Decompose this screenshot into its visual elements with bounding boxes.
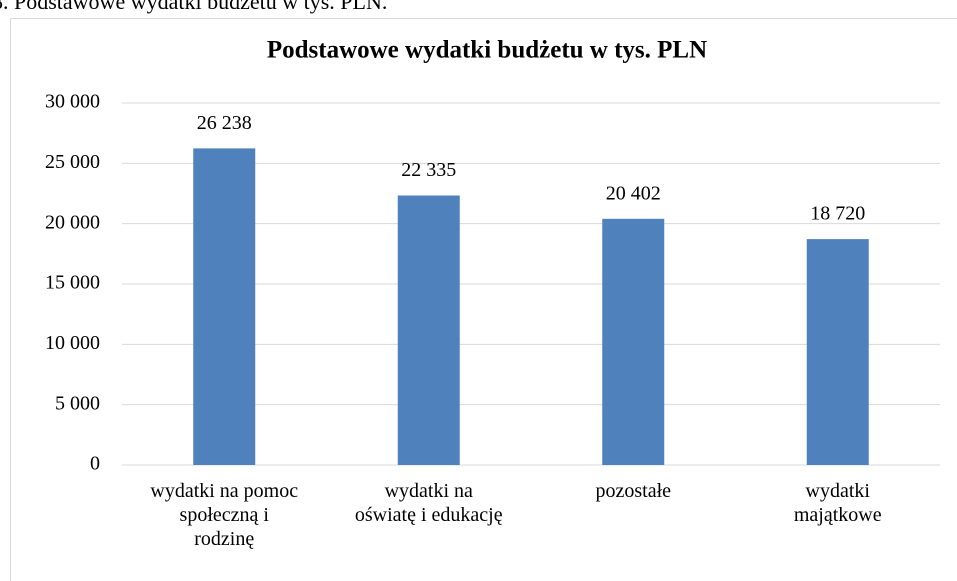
caption: 8. Podstawowe wydatki budżetu w tys. PLN… <box>0 0 387 14</box>
value-label: 22 335 <box>401 159 456 181</box>
value-label: 18 720 <box>810 203 865 225</box>
y-tick-label: 15 000 <box>45 272 100 294</box>
x-tick-label: wydatki na oświatę i edukację <box>354 480 503 526</box>
bar <box>193 148 256 465</box>
value-label: 20 402 <box>606 182 661 204</box>
x-tick-label: wydatki na pomoc społeczną i rodzinę <box>150 480 299 550</box>
y-tick-label: 0 <box>90 453 100 475</box>
value-label: 26 238 <box>197 112 252 134</box>
x-tick-label: pozostałe <box>595 480 672 502</box>
bar <box>806 239 869 465</box>
bar <box>602 218 665 465</box>
y-tick-label: 20 000 <box>45 211 100 233</box>
y-tick-label: 10 000 <box>45 332 100 354</box>
bar <box>397 195 460 465</box>
chart-border <box>10 18 957 581</box>
y-tick-label: 25 000 <box>45 151 100 173</box>
y-tick-label: 30 000 <box>45 91 100 113</box>
x-tick-label: wydatki majątkowe <box>793 480 882 526</box>
y-tick-label: 5 000 <box>55 392 100 414</box>
chart-title: Podstawowe wydatki budżetu w tys. PLN <box>267 37 707 64</box>
